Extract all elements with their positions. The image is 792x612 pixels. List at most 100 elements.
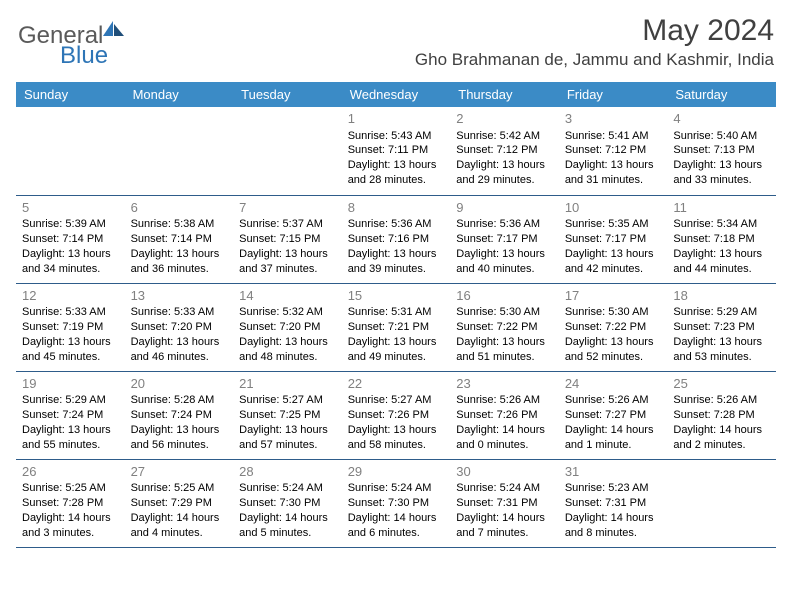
calendar-day: 23Sunrise: 5:26 AMSunset: 7:26 PMDayligh… (450, 371, 559, 459)
daylight-line: Daylight: 13 hours and 51 minutes. (456, 335, 553, 365)
calendar-day: 17Sunrise: 5:30 AMSunset: 7:22 PMDayligh… (559, 283, 668, 371)
day-number: 12 (22, 287, 119, 305)
sunrise-line: Sunrise: 5:42 AM (456, 129, 553, 144)
sunrise-line: Sunrise: 5:25 AM (22, 481, 119, 496)
sunrise-line: Sunrise: 5:26 AM (565, 393, 662, 408)
header: GeneralBlue May 2024 Gho Brahmanan de, J… (0, 0, 792, 74)
calendar-day: 1Sunrise: 5:43 AMSunset: 7:11 PMDaylight… (342, 107, 451, 195)
calendar-day: 24Sunrise: 5:26 AMSunset: 7:27 PMDayligh… (559, 371, 668, 459)
calendar-day: 9Sunrise: 5:36 AMSunset: 7:17 PMDaylight… (450, 195, 559, 283)
sunrise-line: Sunrise: 5:34 AM (673, 217, 770, 232)
sunset-line: Sunset: 7:28 PM (22, 496, 119, 511)
sunset-line: Sunset: 7:26 PM (456, 408, 553, 423)
calendar-day: 31Sunrise: 5:23 AMSunset: 7:31 PMDayligh… (559, 459, 668, 547)
daylight-line: Daylight: 13 hours and 42 minutes. (565, 247, 662, 277)
calendar-week: 12Sunrise: 5:33 AMSunset: 7:19 PMDayligh… (16, 283, 776, 371)
calendar-day: 12Sunrise: 5:33 AMSunset: 7:19 PMDayligh… (16, 283, 125, 371)
weekday-header: Saturday (667, 82, 776, 107)
sunset-line: Sunset: 7:11 PM (348, 143, 445, 158)
day-number: 28 (239, 463, 336, 481)
calendar-week: 1Sunrise: 5:43 AMSunset: 7:11 PMDaylight… (16, 107, 776, 195)
calendar-day: 6Sunrise: 5:38 AMSunset: 7:14 PMDaylight… (125, 195, 234, 283)
day-number: 8 (348, 199, 445, 217)
sunset-line: Sunset: 7:15 PM (239, 232, 336, 247)
daylight-line: Daylight: 13 hours and 58 minutes. (348, 423, 445, 453)
day-number: 3 (565, 110, 662, 128)
sunrise-line: Sunrise: 5:27 AM (239, 393, 336, 408)
day-number: 13 (131, 287, 228, 305)
calendar-week: 5Sunrise: 5:39 AMSunset: 7:14 PMDaylight… (16, 195, 776, 283)
daylight-line: Daylight: 13 hours and 57 minutes. (239, 423, 336, 453)
sunset-line: Sunset: 7:13 PM (673, 143, 770, 158)
sunrise-line: Sunrise: 5:24 AM (456, 481, 553, 496)
daylight-line: Daylight: 14 hours and 8 minutes. (565, 511, 662, 541)
day-number: 29 (348, 463, 445, 481)
calendar-week: 26Sunrise: 5:25 AMSunset: 7:28 PMDayligh… (16, 459, 776, 547)
sunset-line: Sunset: 7:14 PM (131, 232, 228, 247)
daylight-line: Daylight: 14 hours and 6 minutes. (348, 511, 445, 541)
sunset-line: Sunset: 7:30 PM (239, 496, 336, 511)
calendar-day: 27Sunrise: 5:25 AMSunset: 7:29 PMDayligh… (125, 459, 234, 547)
daylight-line: Daylight: 13 hours and 34 minutes. (22, 247, 119, 277)
calendar-day: 18Sunrise: 5:29 AMSunset: 7:23 PMDayligh… (667, 283, 776, 371)
sunrise-line: Sunrise: 5:25 AM (131, 481, 228, 496)
sunset-line: Sunset: 7:22 PM (565, 320, 662, 335)
daylight-line: Daylight: 14 hours and 1 minute. (565, 423, 662, 453)
sunset-line: Sunset: 7:24 PM (131, 408, 228, 423)
sunset-line: Sunset: 7:23 PM (673, 320, 770, 335)
calendar-day: 10Sunrise: 5:35 AMSunset: 7:17 PMDayligh… (559, 195, 668, 283)
day-number: 6 (131, 199, 228, 217)
day-number: 22 (348, 375, 445, 393)
weekday-row: SundayMondayTuesdayWednesdayThursdayFrid… (16, 82, 776, 107)
daylight-line: Daylight: 13 hours and 52 minutes. (565, 335, 662, 365)
sunrise-line: Sunrise: 5:23 AM (565, 481, 662, 496)
sunrise-line: Sunrise: 5:24 AM (239, 481, 336, 496)
calendar-day: 20Sunrise: 5:28 AMSunset: 7:24 PMDayligh… (125, 371, 234, 459)
calendar-empty (16, 107, 125, 195)
weekday-header: Wednesday (342, 82, 451, 107)
calendar-day: 14Sunrise: 5:32 AMSunset: 7:20 PMDayligh… (233, 283, 342, 371)
calendar-day: 29Sunrise: 5:24 AMSunset: 7:30 PMDayligh… (342, 459, 451, 547)
sunset-line: Sunset: 7:22 PM (456, 320, 553, 335)
daylight-line: Daylight: 14 hours and 0 minutes. (456, 423, 553, 453)
sunset-line: Sunset: 7:19 PM (22, 320, 119, 335)
day-number: 1 (348, 110, 445, 128)
sunrise-line: Sunrise: 5:31 AM (348, 305, 445, 320)
day-number: 19 (22, 375, 119, 393)
calendar-day: 3Sunrise: 5:41 AMSunset: 7:12 PMDaylight… (559, 107, 668, 195)
calendar-day: 28Sunrise: 5:24 AMSunset: 7:30 PMDayligh… (233, 459, 342, 547)
daylight-line: Daylight: 13 hours and 53 minutes. (673, 335, 770, 365)
calendar-empty (233, 107, 342, 195)
logo-sail-icon (103, 20, 125, 40)
daylight-line: Daylight: 14 hours and 5 minutes. (239, 511, 336, 541)
daylight-line: Daylight: 13 hours and 45 minutes. (22, 335, 119, 365)
sunset-line: Sunset: 7:27 PM (565, 408, 662, 423)
day-number: 18 (673, 287, 770, 305)
daylight-line: Daylight: 13 hours and 55 minutes. (22, 423, 119, 453)
day-number: 4 (673, 110, 770, 128)
day-number: 24 (565, 375, 662, 393)
sunset-line: Sunset: 7:12 PM (565, 143, 662, 158)
sunrise-line: Sunrise: 5:29 AM (673, 305, 770, 320)
daylight-line: Daylight: 13 hours and 33 minutes. (673, 158, 770, 188)
sunset-line: Sunset: 7:12 PM (456, 143, 553, 158)
sunset-line: Sunset: 7:20 PM (239, 320, 336, 335)
calendar-empty (125, 107, 234, 195)
daylight-line: Daylight: 13 hours and 49 minutes. (348, 335, 445, 365)
sunrise-line: Sunrise: 5:33 AM (22, 305, 119, 320)
daylight-line: Daylight: 14 hours and 7 minutes. (456, 511, 553, 541)
calendar-day: 16Sunrise: 5:30 AMSunset: 7:22 PMDayligh… (450, 283, 559, 371)
sunrise-line: Sunrise: 5:30 AM (456, 305, 553, 320)
daylight-line: Daylight: 13 hours and 28 minutes. (348, 158, 445, 188)
sunrise-line: Sunrise: 5:39 AM (22, 217, 119, 232)
weekday-header: Friday (559, 82, 668, 107)
day-number: 23 (456, 375, 553, 393)
sunrise-line: Sunrise: 5:38 AM (131, 217, 228, 232)
calendar-day: 13Sunrise: 5:33 AMSunset: 7:20 PMDayligh… (125, 283, 234, 371)
sunset-line: Sunset: 7:18 PM (673, 232, 770, 247)
sunset-line: Sunset: 7:14 PM (22, 232, 119, 247)
day-number: 10 (565, 199, 662, 217)
weekday-header: Sunday (16, 82, 125, 107)
sunset-line: Sunset: 7:31 PM (456, 496, 553, 511)
weekday-header: Thursday (450, 82, 559, 107)
